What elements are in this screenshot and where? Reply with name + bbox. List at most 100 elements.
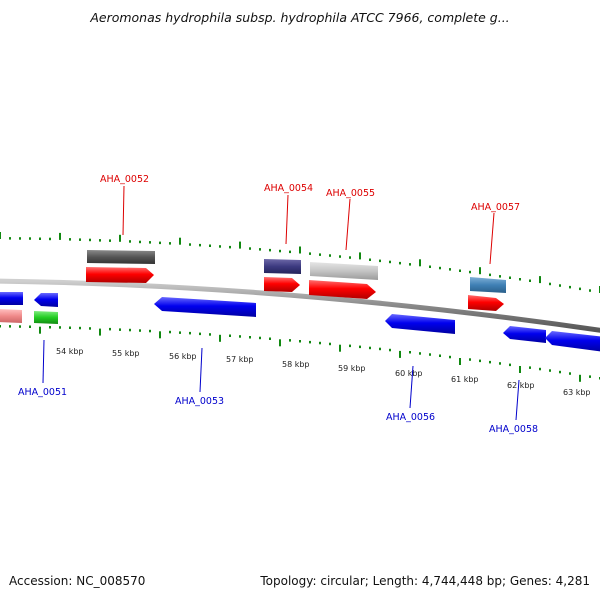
leader-line <box>345 198 351 251</box>
gene-label-AHA_0054[interactable]: AHA_0054 <box>264 183 313 194</box>
feature-track-outer[interactable] <box>0 250 506 324</box>
minor-tick <box>479 359 481 363</box>
minor-tick <box>69 326 71 329</box>
minor-tick <box>169 330 171 334</box>
minor-tick <box>459 269 461 272</box>
gene-arrow-AHA_0052 <box>86 267 154 283</box>
minor-tick <box>219 245 221 248</box>
forward-gene-labels: AHA_0052 AHA_0054 AHA_0055 AHA_0057 <box>100 174 520 265</box>
map-title: Aeromonas hydrophila subsp. hydrophila A… <box>90 10 510 25</box>
minor-tick <box>319 341 321 345</box>
gene-label-AHA_0053[interactable]: AHA_0053 <box>175 396 224 407</box>
leader-line <box>515 379 520 421</box>
scale-label: 63 kbp <box>563 388 591 397</box>
minor-tick <box>289 339 291 342</box>
minor-tick <box>589 289 591 292</box>
minor-tick <box>589 375 591 378</box>
minor-tick <box>509 363 511 367</box>
minor-tick <box>229 245 231 249</box>
leader-line <box>489 212 495 265</box>
minor-tick <box>129 240 131 243</box>
major-tick <box>59 232 61 240</box>
minor-tick <box>89 327 91 330</box>
gene-label-AHA_0051[interactable]: AHA_0051 <box>18 387 67 398</box>
scale-label: 54 kbp <box>56 347 84 356</box>
scale-label: 61 kbp <box>451 375 479 384</box>
feature-block <box>310 262 378 280</box>
minor-tick <box>269 248 271 252</box>
reverse-genes-track[interactable] <box>0 292 600 352</box>
minor-tick <box>429 353 431 356</box>
major-tick <box>419 259 421 267</box>
minor-tick <box>29 325 31 328</box>
major-tick <box>459 358 461 365</box>
reverse-gene-labels: AHA_0051 AHA_0053 AHA_0056 AHA_0058 <box>18 339 538 435</box>
minor-tick <box>59 326 61 329</box>
minor-tick <box>159 241 161 245</box>
feature-block <box>470 277 506 293</box>
gene-arrow-AHA_0054 <box>264 277 300 292</box>
minor-tick <box>149 241 151 244</box>
minor-tick <box>139 329 141 332</box>
minor-tick <box>39 237 41 240</box>
minor-tick <box>349 344 351 348</box>
major-tick <box>219 334 221 342</box>
minor-tick <box>199 243 201 247</box>
feature-block <box>87 250 155 264</box>
minor-tick <box>129 328 131 332</box>
minor-tick <box>509 276 511 279</box>
minor-tick <box>249 336 251 339</box>
minor-tick <box>369 346 371 350</box>
minor-tick <box>399 261 401 265</box>
major-tick <box>39 326 41 334</box>
major-tick <box>119 234 121 242</box>
leader-line <box>199 347 203 393</box>
scale-label: 56 kbp <box>169 352 197 361</box>
major-tick <box>299 246 301 254</box>
major-tick <box>0 232 1 239</box>
minor-tick <box>379 347 381 351</box>
gene-arrow-AHA_0058 <box>545 331 600 352</box>
minor-tick <box>499 362 501 365</box>
leader-line <box>285 194 289 245</box>
minor-tick <box>329 254 331 257</box>
gene-label-AHA_0056[interactable]: AHA_0056 <box>386 412 435 423</box>
minor-tick <box>389 260 391 264</box>
gene-arrow-AHA_0053 <box>154 297 256 317</box>
minor-tick <box>419 352 421 355</box>
gene-label-AHA_0058[interactable]: AHA_0058 <box>489 424 538 435</box>
minor-tick <box>189 243 191 246</box>
minor-tick <box>579 287 581 291</box>
major-tick <box>179 237 181 245</box>
minor-tick <box>189 331 191 335</box>
scale-label: 62 kbp <box>507 381 535 390</box>
minor-tick <box>519 278 521 281</box>
forward-genes-track[interactable] <box>86 267 504 311</box>
minor-tick <box>469 270 471 274</box>
minor-tick <box>389 348 391 352</box>
minor-tick <box>99 239 101 242</box>
major-tick <box>239 241 241 249</box>
major-tick <box>159 331 161 339</box>
minor-tick <box>79 326 81 330</box>
gene-label-AHA_0052[interactable]: AHA_0052 <box>100 174 149 185</box>
inner-tick-ring <box>0 325 600 382</box>
minor-tick <box>119 328 121 331</box>
minor-tick <box>9 325 11 328</box>
scale-label: 60 kbp <box>395 369 423 378</box>
leader-line <box>409 365 414 409</box>
scale-labels: 54 kbp 55 kbp 56 kbp 57 kbp 58 kbp 59 kb… <box>56 347 591 397</box>
minor-tick <box>379 259 381 263</box>
minor-tick <box>209 244 211 247</box>
minor-tick <box>549 369 551 372</box>
minor-tick <box>539 367 541 371</box>
gene-arrow <box>503 326 546 343</box>
minor-tick <box>449 268 451 271</box>
gene-label-AHA_0057[interactable]: AHA_0057 <box>471 202 520 213</box>
minor-tick <box>349 256 351 259</box>
gene-label-AHA_0055[interactable]: AHA_0055 <box>326 188 375 199</box>
minor-tick <box>299 340 301 343</box>
minor-tick <box>49 237 51 241</box>
minor-tick <box>209 333 211 336</box>
